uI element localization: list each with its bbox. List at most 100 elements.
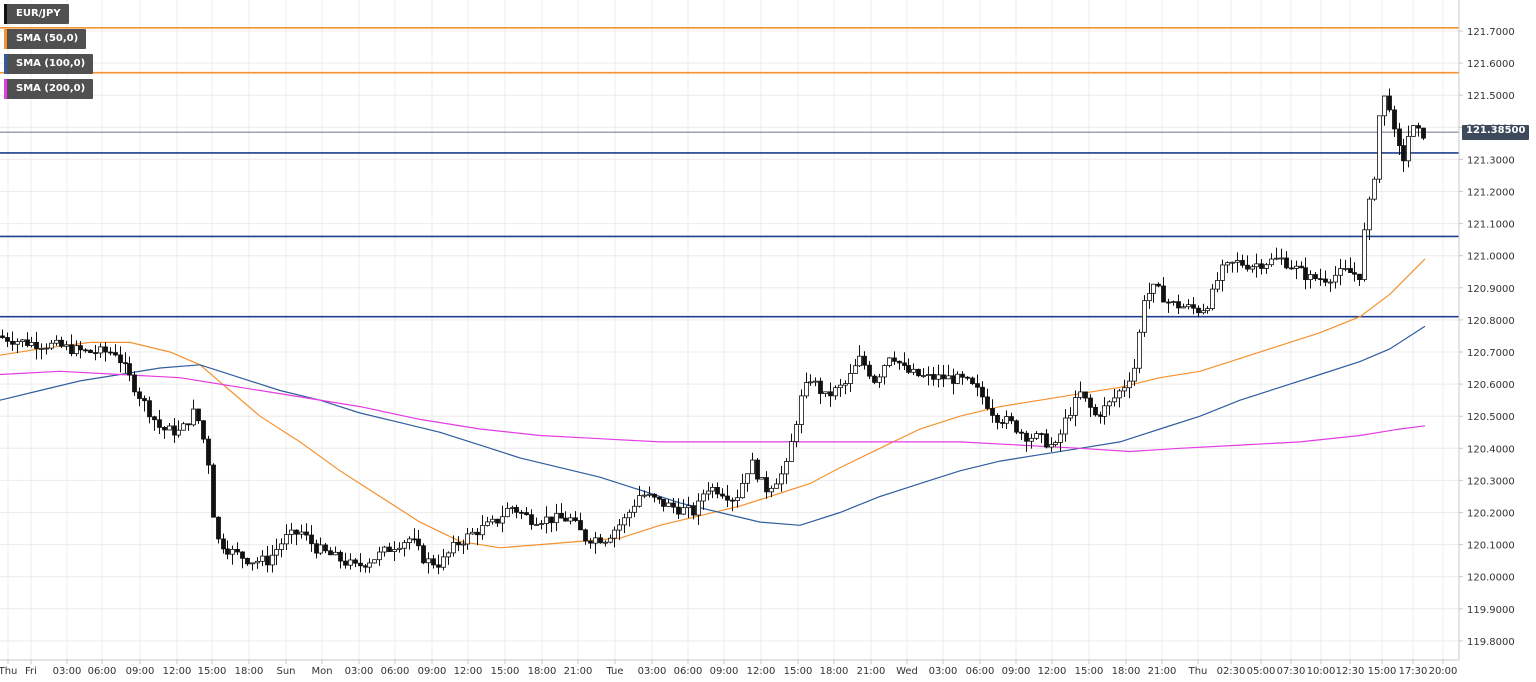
candle-body xyxy=(529,514,534,525)
candle-body xyxy=(402,542,407,549)
candle-body xyxy=(348,559,353,566)
candle-body xyxy=(284,534,289,545)
candle-body xyxy=(108,351,113,354)
candle-body xyxy=(113,352,118,356)
chart-legend: EUR/JPY SMA (50,0) SMA (100,0) SMA (200,… xyxy=(4,4,94,104)
candle-body xyxy=(221,538,226,550)
candle-body xyxy=(549,516,554,524)
candle-body xyxy=(696,500,701,516)
candle-body xyxy=(294,529,299,535)
candle-body xyxy=(421,545,426,564)
candle-body xyxy=(1083,391,1088,399)
candle-body xyxy=(843,383,848,386)
candle-body xyxy=(505,508,510,518)
candle-body xyxy=(706,490,711,495)
candle-body xyxy=(632,505,637,513)
candle-body xyxy=(862,355,867,366)
candle-body xyxy=(1019,431,1024,434)
candle-body xyxy=(451,541,456,554)
x-tick-label: 06:00 xyxy=(88,666,117,677)
candle-body xyxy=(1303,267,1308,281)
candle-body xyxy=(78,345,83,351)
candle-body xyxy=(588,540,593,544)
candle-body xyxy=(1421,127,1426,139)
x-tick-label: 21:00 xyxy=(1148,666,1177,677)
legend-item-sma100[interactable]: SMA (100,0) xyxy=(4,54,94,74)
candle-body xyxy=(323,544,328,552)
candle-body xyxy=(892,357,897,362)
candle-body xyxy=(1406,135,1411,162)
legend-item-eurjpy[interactable]: EUR/JPY xyxy=(4,4,69,24)
candle-body xyxy=(289,529,294,535)
candle-body xyxy=(338,551,343,562)
candle-body xyxy=(828,391,833,397)
candle-body xyxy=(74,345,79,355)
candle-body xyxy=(397,547,402,550)
candle-body xyxy=(882,365,887,378)
candle-body xyxy=(1372,178,1377,200)
candle-body xyxy=(946,375,951,380)
candle-body xyxy=(44,347,49,350)
x-tick-label: 15:00 xyxy=(784,666,813,677)
candle-body xyxy=(1254,263,1259,268)
candle-body xyxy=(1176,301,1181,309)
legend-item-sma50[interactable]: SMA (50,0) xyxy=(4,29,87,49)
y-tick-label: 120.7000 xyxy=(1467,348,1515,359)
candle-body xyxy=(470,531,475,535)
candle-body xyxy=(1299,265,1304,269)
candle-body xyxy=(1112,397,1117,403)
legend-item-sma200[interactable]: SMA (200,0) xyxy=(4,79,94,99)
y-tick-label: 120.3000 xyxy=(1467,476,1515,487)
candle-body xyxy=(255,560,260,564)
x-tick-label: 06:00 xyxy=(966,666,995,677)
x-tick-label: 10:00 xyxy=(1307,666,1336,677)
candle-body xyxy=(274,549,279,556)
candle-body xyxy=(416,538,421,547)
candle-body xyxy=(0,335,5,338)
x-tick-label: 03:00 xyxy=(345,666,374,677)
x-tick-label: 12:00 xyxy=(454,666,483,677)
candle-body xyxy=(563,517,568,522)
candle-body xyxy=(245,557,250,565)
candle-body xyxy=(392,549,397,552)
candle-body xyxy=(1117,390,1122,399)
candle-body xyxy=(514,507,519,513)
candle-body xyxy=(441,556,446,568)
candle-body xyxy=(1122,387,1127,392)
candle-body xyxy=(1328,281,1333,284)
x-tick-label: Fri xyxy=(25,666,37,677)
x-tick-label: 09:00 xyxy=(126,666,155,677)
candle-body xyxy=(1382,95,1387,117)
candle-body xyxy=(343,560,348,566)
current-price-tag: 121.38500 xyxy=(1462,125,1530,140)
candle-body xyxy=(1039,433,1044,435)
candle-body xyxy=(1357,273,1362,280)
candle-body xyxy=(490,518,495,523)
candle-body xyxy=(779,473,784,485)
x-tick-label: Wed xyxy=(896,666,918,677)
candle-body xyxy=(88,349,93,353)
candle-body xyxy=(608,537,613,543)
y-tick-label: 121.2000 xyxy=(1467,188,1515,199)
horizontal-levels xyxy=(0,26,1459,318)
candle-body xyxy=(941,374,946,380)
candle-body xyxy=(1142,300,1147,333)
candle-body xyxy=(235,548,240,553)
x-tick-label: 15:00 xyxy=(1075,666,1104,677)
candle-body xyxy=(230,548,235,555)
candle-body xyxy=(1392,109,1397,130)
candle-body xyxy=(1411,125,1416,137)
candle-body xyxy=(270,554,275,566)
candle-body xyxy=(764,477,769,493)
candle-body xyxy=(201,420,206,440)
candle-body xyxy=(769,487,774,493)
candle-body xyxy=(176,429,181,436)
candle-body xyxy=(20,339,25,342)
candle-body xyxy=(59,339,64,347)
candle-body xyxy=(921,375,926,377)
candle-body xyxy=(1000,422,1005,424)
candle-body xyxy=(181,423,186,431)
candle-body xyxy=(583,529,588,542)
candle-body xyxy=(1156,283,1161,287)
candle-body xyxy=(1098,414,1103,417)
